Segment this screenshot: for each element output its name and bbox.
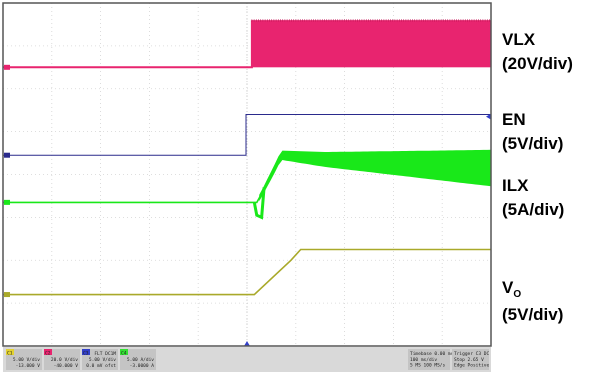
status-channel-c3-swatch [82,349,90,355]
status-channel-c2 [44,349,80,370]
marker-en [4,152,10,158]
trace-vlx-texture [251,19,490,22]
status-channel-c2-text: -40.000 V [54,363,79,369]
trace-ilx-startup-spike [252,187,266,220]
label-vo-scale: (5V/div) [502,305,564,324]
label-en-scale: (5V/div) [502,134,564,153]
status-timebase [408,349,450,370]
channel-markers [4,64,491,346]
traces [3,19,492,296]
status-channel-c3-text: 5.00 V/div [89,357,116,363]
label-vo-name: VO [502,276,563,303]
status-channel-c2-id: C2 [45,351,51,357]
label-en: EN (5V/div) [502,108,563,156]
status-channel-c2-swatch [44,349,52,355]
label-vo-main: V [502,278,514,297]
status-trigger-text: Edge Positive [454,363,490,369]
status-timebase-text: 100 ms/div [410,357,437,363]
status-channel-c3-text: FLT DC1M [94,351,116,357]
status-channel-c1 [6,349,42,370]
status-channel-c1-text: 5.00 V/div [13,357,40,363]
marker-ilx [4,199,10,205]
status-timebase-text: 5 MS 100 MS/s [410,363,446,369]
marker-vlx [4,64,10,70]
trigger-time-marker [244,341,250,346]
status-channel-c1-text: -13.000 V [16,363,41,369]
plot-frame [2,2,492,347]
label-ilx: ILX (5A/div) [502,174,564,222]
trigger-level-marker [486,113,491,120]
label-ilx-name: ILX [502,176,529,195]
marker-vo [4,292,10,298]
status-channel-c4-swatch [120,349,128,355]
status-channel-c4-id: C4 [121,351,127,357]
status-channel-c1-id: C1 [7,351,13,357]
status-timebase-label: Timebase 0.00 ms [410,351,454,357]
status-trigger-text: Stop 2.65 V [454,357,484,363]
label-vlx: VLX (20V/div) [502,28,573,76]
label-vo: VO (5V/div) [502,276,563,327]
status-channel-c4-text: -3.0000 A [130,363,155,369]
status-channel-c2-text: 20.0 V/div [51,357,78,363]
label-vlx-name: VLX [502,30,536,49]
trace-ilx-ripple-band [259,149,491,202]
status-channel-c4-text: 5.00 A/div [127,357,154,363]
grid [3,3,491,346]
status-channel-c3-id: C3 [83,351,89,357]
trace-vo-line [3,248,491,296]
label-ilx-scale: (5A/div) [502,200,565,219]
status-channel-c3 [82,349,118,370]
trace-vlx-switching-band [251,20,491,68]
status-channel-c4 [120,349,156,370]
label-vlx-scale: (20V/div) [502,54,573,73]
label-en-name: EN [502,110,526,129]
status-channel-c3-text: 0.0 mV ofst [86,363,116,369]
status-trigger [452,349,489,370]
trace-en-line [3,114,491,156]
status-channel-c1-swatch [6,349,14,355]
status-trigger-label: Trigger C3 DC [454,351,490,357]
label-vo-subscript: O [513,289,522,300]
